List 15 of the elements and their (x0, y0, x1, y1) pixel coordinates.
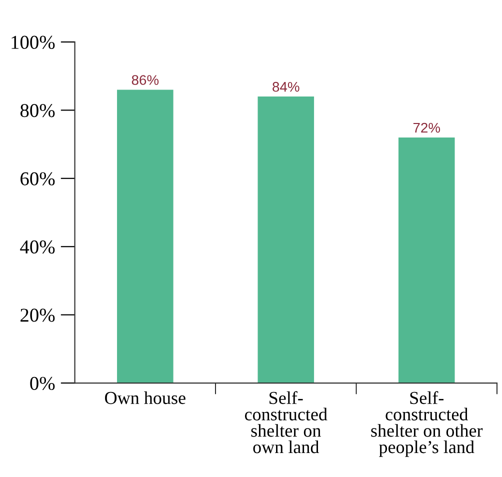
data-label: 72% (413, 122, 440, 133)
y-tick-label: 60% (20, 172, 55, 186)
bar (117, 90, 174, 384)
y-tick-label: 20% (20, 308, 55, 322)
bar (398, 137, 455, 384)
x-tick-label: Self- constructed shelter on own land (244, 391, 328, 454)
data-label: 86% (132, 75, 159, 85)
y-tick-label: 100% (12, 36, 55, 49)
y-tick-label: 80% (20, 104, 55, 118)
bar (258, 96, 314, 384)
x-tick-label: Self- constructed shelter on other people’s land (371, 391, 483, 457)
x-tick-label: Own house (105, 391, 186, 404)
data-label: 84% (272, 82, 300, 92)
y-tick-label: 40% (20, 240, 55, 254)
y-tick-label: 0% (30, 376, 55, 390)
